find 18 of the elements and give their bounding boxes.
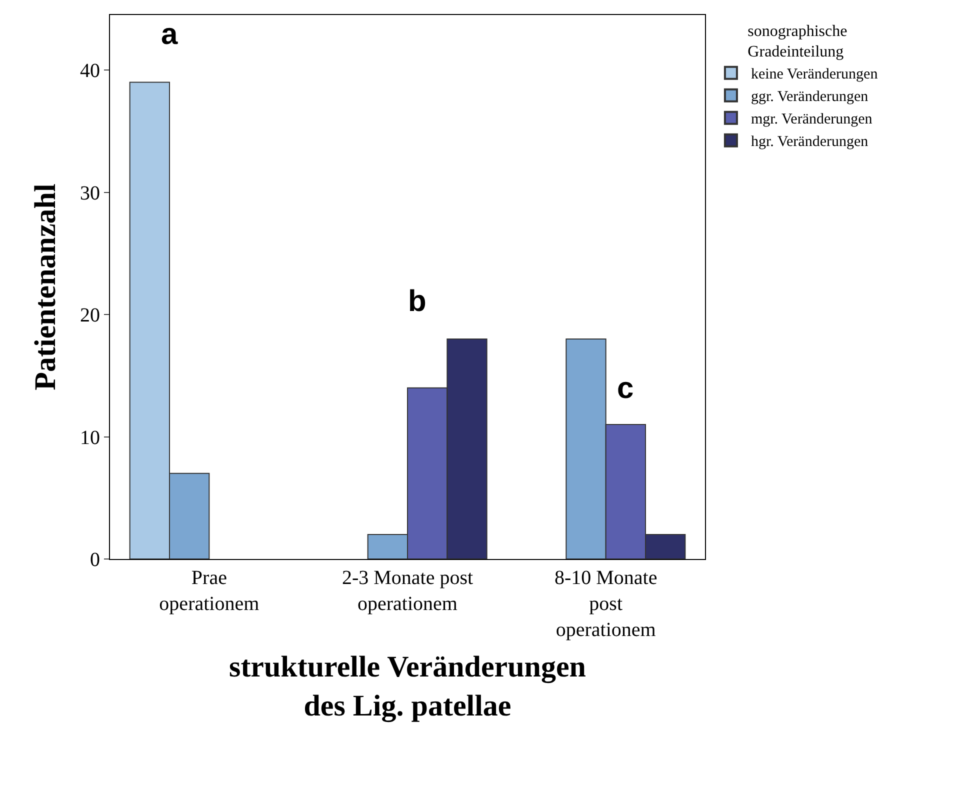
y-tick-label: 30: [80, 182, 100, 204]
y-tick-label: 10: [80, 426, 100, 449]
y-tick-label: 40: [80, 60, 100, 82]
legend-label: ggr. Veränderungen: [750, 89, 869, 106]
x-tick-label: Prae operationem: [159, 567, 260, 615]
legend-label: keine Veränderungen: [750, 66, 878, 83]
legend-title: sonographische Gradeinteilung: [748, 22, 848, 61]
y-tick-label: 20: [80, 304, 100, 327]
x-axis-title: strukturelle Veränderungen des Lig. patellae: [229, 650, 586, 722]
legend-label: mgr. Veränderungen: [750, 112, 873, 128]
legend-label: hgr. Veränderungen: [750, 134, 869, 150]
annotation: a: [161, 18, 178, 51]
x-tick-label: 8-10 Monate post operationem: [554, 567, 658, 641]
annotation: b: [408, 285, 426, 318]
y-tick-label: 0: [90, 549, 100, 571]
y-axis-title: Patientenanzahl: [29, 184, 62, 390]
x-tick-label: 2-3 Monate post operationem: [342, 567, 474, 615]
annotation: c: [617, 372, 634, 405]
